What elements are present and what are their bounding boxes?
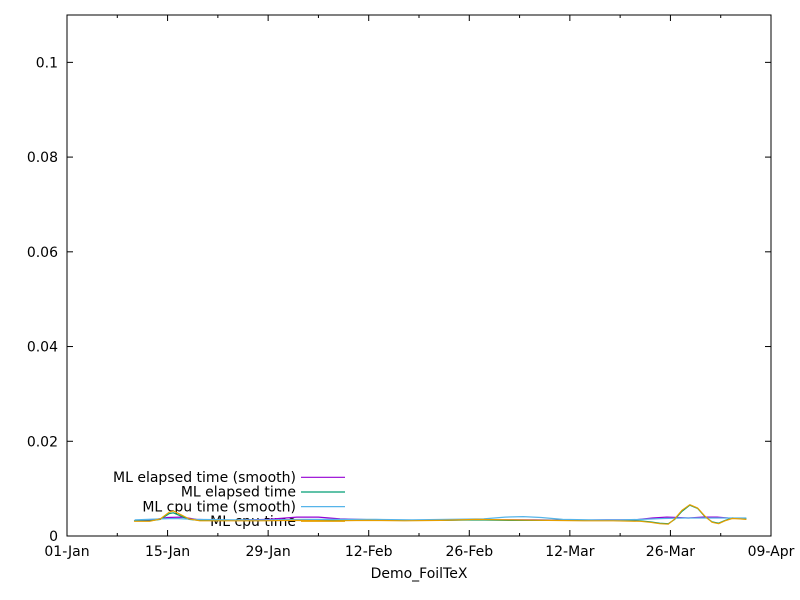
legend-label: ML cpu time	[210, 514, 296, 530]
x-tick-label: 01-Jan	[44, 544, 89, 560]
plot-border	[66, 14, 772, 537]
x-axis-title: Demo_FoilTeX	[371, 566, 468, 582]
x-tick-label: 29-Jan	[246, 544, 291, 560]
legend-label: ML cpu time (smooth)	[142, 499, 296, 515]
legend-label: ML elapsed time (smooth)	[113, 470, 296, 486]
series-line-4	[133, 504, 747, 525]
series-line-3	[134, 515, 747, 521]
x-tick-label: 15-Jan	[145, 544, 190, 560]
x-tick-label: 26-Feb	[445, 544, 493, 560]
x-tick-label: 09-Apr	[748, 544, 795, 560]
x-tick-label: 26-Mar	[646, 544, 696, 560]
legend-label: ML elapsed time	[181, 485, 296, 501]
y-tick-label: 0.04	[27, 340, 58, 356]
y-tick-label: 0.08	[27, 150, 58, 166]
y-tick-label: 0.02	[27, 434, 58, 450]
y-tick-label: 0.1	[36, 55, 58, 71]
x-tick-label: 12-Feb	[345, 544, 393, 560]
y-tick-label: 0.06	[27, 245, 58, 261]
x-tick-label: 12-Mar	[545, 544, 595, 560]
y-tick-label: 0	[49, 529, 58, 545]
